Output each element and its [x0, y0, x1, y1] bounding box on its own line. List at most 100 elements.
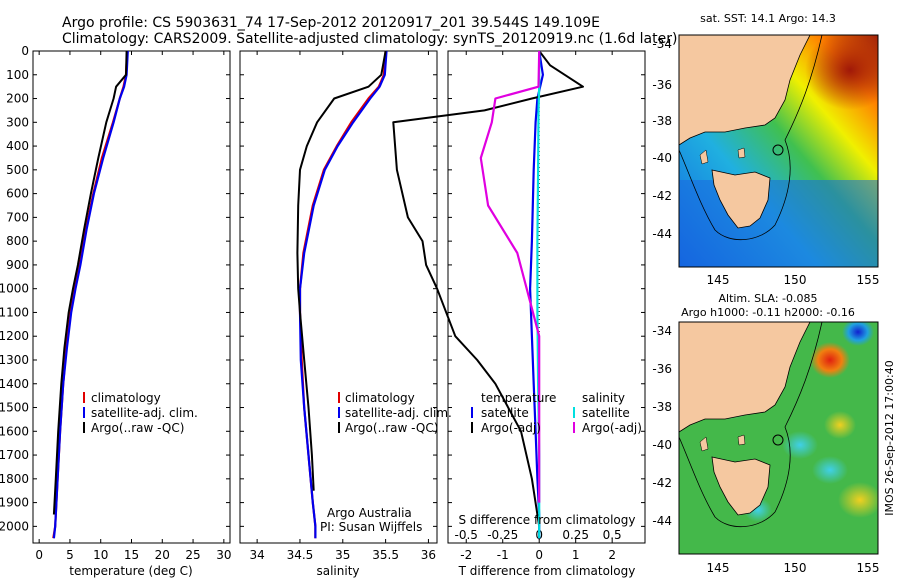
- lat-tick: -44: [652, 227, 672, 241]
- y-tick-label: 1300: [0, 353, 29, 367]
- argo-float-marker: [772, 144, 784, 156]
- lon-tick: 150: [784, 273, 807, 287]
- sla-blob: [812, 456, 848, 484]
- x-tick-label: 15: [124, 548, 139, 562]
- lon-tick: 155: [857, 273, 880, 287]
- salinity-xlabel: salinity: [316, 564, 359, 578]
- lat-tick: -36: [652, 78, 672, 92]
- sla-cold-eddy: [842, 322, 874, 346]
- legend-swatch-s-satellite: [573, 407, 575, 418]
- y-tick-label: 1900: [0, 496, 29, 510]
- lat-tick: -34: [652, 324, 672, 338]
- lat-tick: -34: [652, 37, 672, 51]
- lon-tick: 150: [784, 561, 807, 575]
- lon-tick: 145: [707, 561, 730, 575]
- flinders-island: [737, 434, 746, 446]
- x-tick-label: 25: [185, 548, 200, 562]
- legend-swatch-satellite: [83, 407, 85, 418]
- figure-title-line1: Argo profile: CS 5903631_74 17-Sep-2012 …: [62, 15, 600, 31]
- series-line: [52, 50, 129, 539]
- sla-map: [679, 322, 878, 554]
- legend-swatch-argo: [83, 422, 85, 433]
- s-tick-label: 0.25: [562, 528, 589, 542]
- legend-header-salinity: salinity: [582, 391, 625, 405]
- x-tick-label: 35: [335, 548, 350, 562]
- s-tick-label: -0.5: [455, 528, 478, 542]
- lat-tick: -38: [652, 400, 672, 414]
- difference-xlabel: T difference from climatology: [458, 564, 636, 578]
- legend-swatch-t-satellite: [471, 407, 473, 418]
- lat-tick: -38: [652, 114, 672, 128]
- y-tick-label: 900: [6, 258, 29, 272]
- y-tick-label: 1800: [0, 472, 29, 486]
- legend-swatch-climatology: [83, 392, 85, 403]
- series-line: [52, 50, 128, 515]
- x-tick-label: 5: [66, 548, 74, 562]
- legend-swatch-argo: [338, 422, 340, 433]
- legend-label: climatology: [345, 391, 415, 405]
- king-island: [699, 436, 709, 452]
- x-tick-label: -1: [497, 548, 509, 562]
- lat-tick: -44: [652, 514, 672, 528]
- credit-line1: Argo Australia: [327, 506, 412, 520]
- y-tick-label: 0: [21, 44, 29, 58]
- credit-line2: PI: Susan Wijffels: [320, 520, 422, 534]
- legend-label: Argo(..raw -QC): [345, 421, 438, 435]
- y-tick-label: 700: [6, 210, 29, 224]
- sla-blob: [782, 431, 818, 459]
- x-tick-label: 36: [421, 548, 436, 562]
- sst-map-frame: [678, 34, 879, 268]
- legend-label: Argo(-adj): [481, 421, 541, 435]
- sst-cold-band: [679, 180, 878, 267]
- x-tick-label: 0: [35, 548, 43, 562]
- series-line: [479, 50, 541, 503]
- y-tick-label: 1100: [0, 305, 29, 319]
- s-tick-label: -0.25: [487, 528, 518, 542]
- y-tick-label: 1600: [0, 424, 29, 438]
- x-tick-label: 34: [249, 548, 264, 562]
- x-tick-label: 35.5: [372, 548, 399, 562]
- lat-tick: -42: [652, 189, 672, 203]
- y-tick-label: 2000: [0, 519, 29, 533]
- tasmania: [711, 456, 771, 516]
- legend-label: satellite-adj. clim.: [91, 406, 198, 420]
- mainland-australia: [679, 322, 811, 433]
- difference-panel-frame: [447, 50, 646, 544]
- sst-map: [679, 35, 878, 267]
- sst-map-axes: -34 -36 -38 -40 -42 -44 145 150 155: [652, 37, 879, 287]
- lon-tick: 155: [857, 561, 880, 575]
- sst-warm-core: [805, 35, 878, 110]
- sla-map-title-line1: Altim. SLA: -0.085: [718, 292, 817, 305]
- y-tick-label: 1700: [0, 448, 29, 462]
- legend-swatch-satellite: [338, 407, 340, 418]
- figure-title-line2: Climatology: CARS2009. Satellite-adjuste…: [62, 31, 677, 47]
- lon-tick: 145: [707, 273, 730, 287]
- difference-plot: -2 -1 0 1 2-0.5 -0.25 0 0.25 0.5: [392, 50, 645, 562]
- salinity-plot: 34 34.5 35 35.5 36: [240, 50, 437, 562]
- legend-header-temperature: temperature: [481, 391, 556, 405]
- sla-blob: [824, 411, 856, 439]
- lat-tick: -36: [652, 362, 672, 376]
- salinity-legend: climatology satellite-adj. clim. Argo(..…: [320, 391, 452, 534]
- legend-swatch-s-argo: [573, 422, 575, 433]
- y-tick-label: 500: [6, 163, 29, 177]
- series-line: [528, 50, 545, 539]
- legend-swatch-t-argo: [471, 422, 473, 433]
- x-tick-label: 2: [608, 548, 616, 562]
- isobath-contour: [679, 35, 823, 241]
- x-tick-label: -2: [460, 548, 472, 562]
- isobath-contour: [679, 322, 823, 528]
- x-tick-label: 10: [93, 548, 108, 562]
- lat-tick: -40: [652, 438, 672, 452]
- temperature-xlabel: temperature (deg C): [69, 564, 192, 578]
- difference-xlabel-top: S difference from climatology: [459, 513, 636, 527]
- flinders-island: [737, 147, 746, 159]
- x-tick-label: 30: [216, 548, 231, 562]
- salinity-panel-frame: [239, 50, 438, 544]
- tasmania: [711, 169, 771, 229]
- y-tick-label: 300: [6, 115, 29, 129]
- imos-timestamp: IMOS 26-Sep-2012 17:00:40: [883, 360, 896, 515]
- x-tick-label: 20: [155, 548, 170, 562]
- y-tick-label: 1500: [0, 401, 29, 415]
